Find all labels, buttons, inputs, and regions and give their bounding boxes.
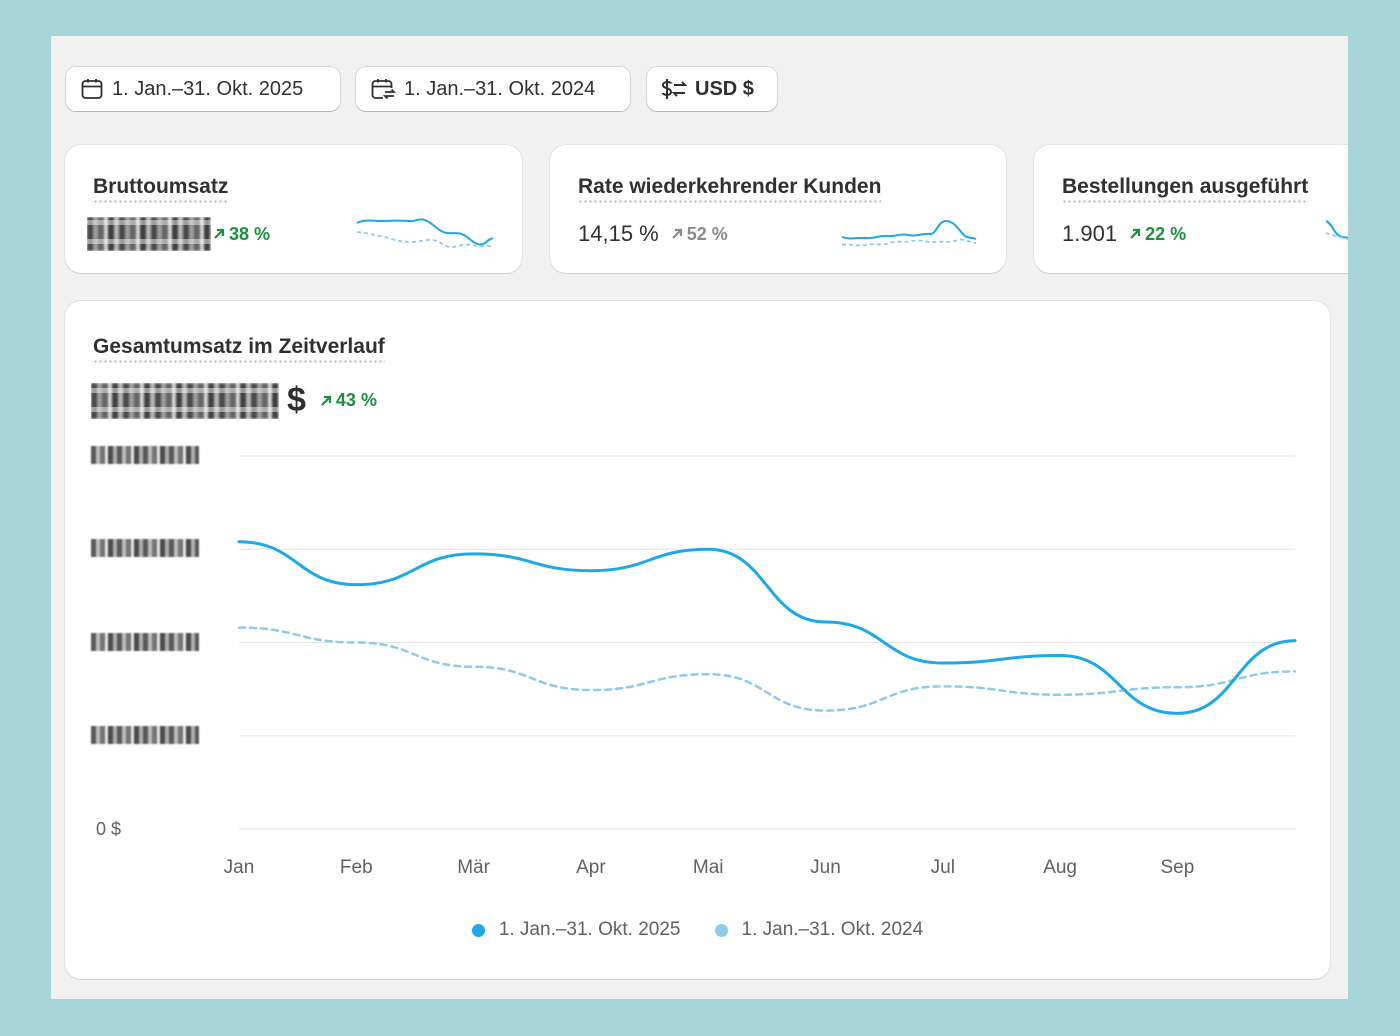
metric-title[interactable]: Rate wiederkehrender Kunden — [578, 175, 882, 203]
date-range-label: 1. Jan.–31. Okt. 2025 — [112, 77, 304, 100]
metric-value-row: 1.901 22 % — [1062, 221, 1186, 247]
x-tick-label: Jul — [931, 857, 955, 878]
date-range-button[interactable]: 1. Jan.–31. Okt. 2025 — [66, 67, 340, 111]
metric-value-row: 14,15 % 52 % — [578, 221, 728, 247]
calendar-icon — [81, 79, 103, 99]
line-chart: Jan Feb Mär Apr Mai Jun Jul Aug Sep 0 $ — [96, 455, 1297, 878]
metric-card-orders-fulfilled[interactable]: Bestellungen ausgeführt 1.901 22 % — [1034, 145, 1348, 273]
calendar-compare-icon — [371, 79, 396, 100]
total-sales-chart-card: Gesamtumsatz im Zeitverlauf $ 43 % Jan Fe… — [65, 301, 1330, 979]
compare-range-button[interactable]: 1. Jan.–31. Okt. 2024 — [356, 67, 630, 111]
sparkline-gross-sales — [356, 218, 494, 248]
x-tick-label: Mai — [693, 857, 724, 878]
redacted-y-tick — [91, 726, 199, 744]
metric-value: 1.901 — [1062, 221, 1118, 246]
metric-value-row: 38 % — [87, 217, 270, 251]
arrow-up-right-icon — [321, 395, 332, 406]
total-currency: $ — [287, 381, 306, 419]
metric-title[interactable]: Bestellungen ausgeführt — [1062, 175, 1309, 203]
x-tick-label: Jun — [810, 857, 841, 878]
arrow-up-right-icon — [671, 228, 682, 239]
x-tick-label: Feb — [340, 857, 373, 878]
metric-card-returning-customers[interactable]: Rate wiederkehrender Kunden 14,15 % 52 % — [550, 145, 1006, 273]
series-line-current[interactable] — [237, 540, 1297, 715]
chart-title[interactable]: Gesamtumsatz im Zeitverlauf — [93, 335, 385, 363]
redacted-y-tick — [91, 633, 199, 651]
currency-label: USD $ — [695, 77, 754, 100]
x-tick-label: Mär — [457, 857, 490, 878]
metric-delta: 38 % — [213, 224, 270, 245]
x-tick-label: Aug — [1043, 857, 1077, 878]
chart-legend: 1. Jan.–31. Okt. 2025 1. Jan.–31. Okt. 2… — [65, 919, 1330, 941]
legend-item-previous[interactable]: 1. Jan.–31. Okt. 2024 — [714, 919, 924, 941]
sparkline-orders-fulfilled — [1325, 220, 1348, 240]
metric-value: 14,15 % — [578, 221, 659, 246]
legend-dot — [714, 923, 728, 937]
currency-exchange-icon — [661, 79, 687, 99]
x-tick-label: Sep — [1160, 857, 1194, 878]
arrow-up-right-icon — [1130, 228, 1141, 239]
legend-dot — [471, 923, 485, 937]
redacted-y-tick — [91, 446, 199, 464]
series-line-previous[interactable] — [237, 626, 1297, 712]
chart-delta: 43 % — [320, 390, 377, 411]
arrow-up-right-icon — [214, 228, 225, 239]
redacted-total — [91, 382, 279, 419]
redacted-y-tick — [91, 539, 199, 557]
sparkline-returning-customers — [841, 219, 977, 247]
x-tick-label: Apr — [576, 857, 606, 878]
redacted-value — [87, 217, 211, 251]
metric-title[interactable]: Bruttoumsatz — [93, 175, 229, 203]
metric-delta: 52 % — [671, 224, 728, 245]
chart-total-row: $ 43 % — [91, 381, 377, 420]
metric-card-gross-sales[interactable]: Bruttoumsatz 38 % — [65, 145, 522, 273]
compare-range-label: 1. Jan.–31. Okt. 2024 — [404, 77, 596, 100]
legend-label: 1. Jan.–31. Okt. 2025 — [498, 919, 681, 940]
metric-delta: 22 % — [1129, 224, 1186, 245]
legend-item-current[interactable]: 1. Jan.–31. Okt. 2025 — [471, 919, 681, 941]
y-tick-label: 0 $ — [96, 819, 121, 839]
analytics-panel: 1. Jan.–31. Okt. 2025 1. Jan.–31. Okt. 2… — [51, 36, 1348, 999]
x-tick-label: Jan — [224, 857, 255, 878]
currency-button[interactable]: USD $ — [647, 67, 777, 111]
legend-label: 1. Jan.–31. Okt. 2024 — [741, 919, 924, 940]
